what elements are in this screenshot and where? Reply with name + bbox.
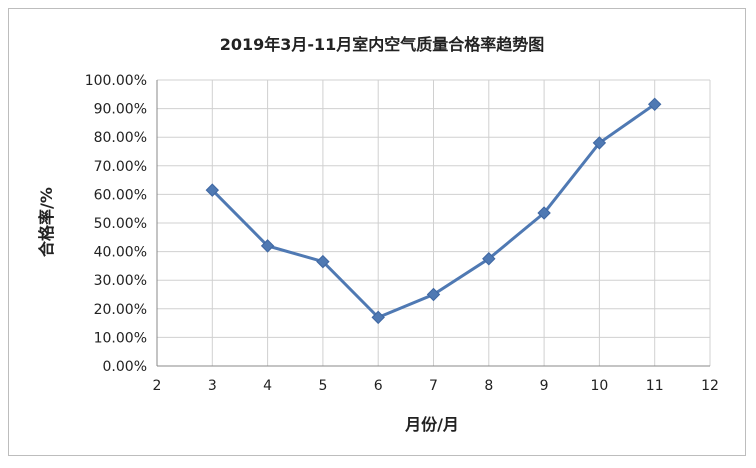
x-axis-label: 月份/月 <box>404 415 459 434</box>
data-point-4 <box>426 287 441 302</box>
data-point-5 <box>482 252 496 266</box>
x-tick-label-7: 9 <box>540 378 549 394</box>
x-tick-label-3: 5 <box>318 378 327 394</box>
y-tick-label-10: 100.00% <box>85 73 147 89</box>
x-tick-label-8: 10 <box>590 378 608 394</box>
chart-title: 2019年3月-11月室内空气质量合格率趋势图 <box>220 35 545 54</box>
data-point-2 <box>316 254 330 269</box>
y-tick-label-7: 70.00% <box>94 159 147 175</box>
x-tick-label-0: 2 <box>153 378 162 394</box>
series-layer <box>205 97 662 325</box>
y-tick-label-9: 90.00% <box>94 102 147 118</box>
y-tick-label-2: 20.00% <box>94 302 147 318</box>
chart-frame <box>8 8 746 456</box>
x-tick-label-1: 3 <box>208 378 217 394</box>
y-tick-label-8: 80.00% <box>94 130 147 146</box>
y-tick-label-0: 0.00% <box>103 359 147 375</box>
y-tick-label-5: 50.00% <box>94 216 147 232</box>
x-tick-label-2: 4 <box>263 378 272 394</box>
y-tick-label-6: 60.00% <box>94 187 147 203</box>
data-point-0 <box>205 183 220 197</box>
data-point-1 <box>260 239 275 253</box>
data-point-3 <box>371 310 385 325</box>
x-tick-label-4: 6 <box>374 378 383 394</box>
x-tick-label-10: 12 <box>701 378 719 394</box>
x-tick-label-6: 8 <box>484 378 493 394</box>
y-axis-ticks: 0.00% 10.00% 20.00% 30.00% 40.00% 50.00% 60.00… <box>85 73 147 375</box>
x-tick-label-5: 7 <box>429 378 438 394</box>
x-tick-label-9: 11 <box>646 378 664 394</box>
x-axis-ticks: 2 3 4 5 6 7 8 9 10 11 12 <box>153 378 719 394</box>
axes <box>156 80 710 367</box>
data-point-8 <box>647 97 662 112</box>
data-point-6 <box>537 206 551 220</box>
data-point-7 <box>592 136 607 150</box>
y-tick-label-4: 40.00% <box>94 245 147 261</box>
y-tick-label-3: 30.00% <box>94 273 147 289</box>
y-tick-label-1: 10.00% <box>94 330 147 346</box>
y-axis-label: 合格率/% <box>37 187 56 257</box>
